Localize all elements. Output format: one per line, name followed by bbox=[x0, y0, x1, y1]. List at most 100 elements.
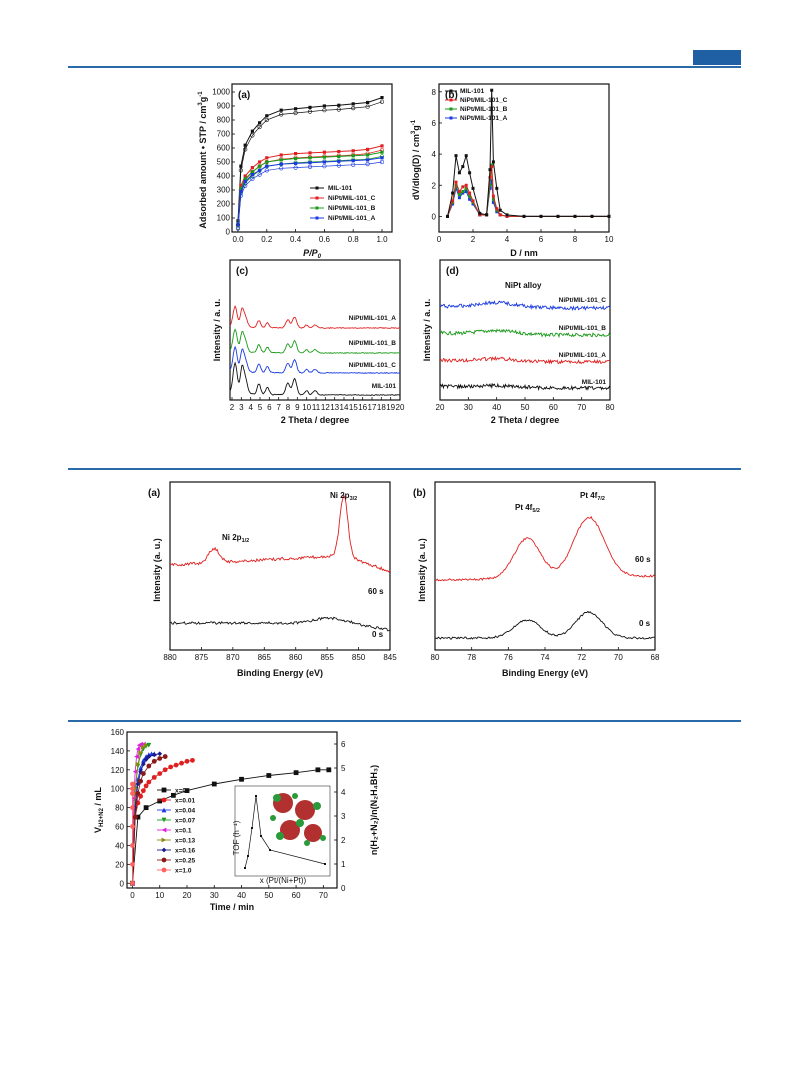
data-point bbox=[243, 180, 247, 184]
inset-y-label: TOF (h⁻¹) bbox=[232, 820, 241, 855]
x-tick-label: 20 bbox=[436, 403, 445, 412]
data-point bbox=[454, 180, 458, 184]
data-point bbox=[337, 159, 341, 163]
data-point-desorption bbox=[336, 107, 341, 112]
peak-label-pt4f72: Pt 4f7/2 bbox=[580, 491, 605, 502]
x-tick-label: 11 bbox=[312, 403, 321, 412]
x-tick-label: 0.0 bbox=[232, 235, 244, 244]
figure-1a: (a) 0 100 200 300 400 500 600 700 800 900 1000 0.0 0… bbox=[198, 83, 393, 260]
xrd-curve bbox=[229, 305, 401, 329]
data-point bbox=[488, 168, 492, 172]
data-point bbox=[250, 129, 254, 133]
data-point bbox=[250, 173, 254, 177]
data-point bbox=[322, 160, 326, 164]
data-point-desorption bbox=[351, 106, 356, 111]
x-tick-label: 50 bbox=[264, 891, 273, 900]
data-point bbox=[461, 185, 465, 189]
data-point bbox=[454, 183, 458, 187]
panel-label: (d) bbox=[446, 266, 459, 277]
data-point-desorption bbox=[279, 112, 284, 117]
x-tick-label: 0.8 bbox=[348, 235, 360, 244]
xrd-curve bbox=[229, 361, 401, 396]
data-point bbox=[573, 214, 577, 218]
data-point-desorption bbox=[365, 161, 370, 167]
data-point bbox=[464, 183, 468, 187]
x-tick-label: 8 bbox=[286, 403, 291, 412]
y2-tick-label: 3 bbox=[341, 812, 346, 821]
data-point bbox=[162, 754, 168, 759]
curve-label: NiPt/MIL-101_A bbox=[559, 352, 607, 359]
figure-2b: (b) 80 78 76 74 72 70 68 Pt 4f5/2 Pt 4f7/2 60 … bbox=[413, 481, 660, 678]
data-point bbox=[279, 158, 283, 162]
data-point bbox=[161, 857, 167, 863]
data-point-desorption bbox=[307, 109, 313, 114]
y-tick-label: 200 bbox=[217, 200, 231, 209]
data-point bbox=[451, 199, 455, 203]
data-point bbox=[239, 164, 243, 168]
data-point bbox=[130, 791, 135, 796]
data-point bbox=[168, 764, 174, 770]
data-point bbox=[454, 154, 458, 158]
panel-label: (c) bbox=[236, 266, 248, 277]
legend-marker bbox=[315, 206, 319, 210]
data-point-desorption bbox=[257, 164, 262, 169]
data-point bbox=[146, 754, 152, 759]
x-tick-label: 40 bbox=[492, 403, 501, 412]
y-tick-label: 4 bbox=[432, 150, 437, 159]
data-point bbox=[157, 798, 163, 804]
x-tick-label: 5 bbox=[258, 403, 263, 412]
data-point bbox=[130, 805, 135, 811]
data-point-desorption bbox=[365, 104, 370, 109]
x-tick-label: 12 bbox=[321, 403, 330, 412]
legend-label: NiPt/MIL-101_A bbox=[328, 215, 376, 222]
x-tick-label: 60 bbox=[549, 403, 558, 412]
data-point bbox=[236, 222, 240, 226]
x-tick-label: 17 bbox=[368, 403, 377, 412]
nipt-alloy-annotation: NiPt alloy bbox=[505, 281, 542, 290]
y2-tick-label: 0 bbox=[341, 884, 346, 893]
inset-tof-plot: x (Pt/(Ni+Pt)) TOF (h⁻¹) bbox=[232, 785, 331, 885]
y-tick-label: 80 bbox=[115, 804, 124, 813]
x-tick-label: 20 bbox=[396, 403, 405, 412]
curve-label: NiPt/MIL-101_B bbox=[349, 340, 397, 347]
data-point bbox=[161, 847, 167, 853]
legend-label: x=0.07 bbox=[175, 818, 195, 825]
x-tick-label: 30 bbox=[210, 891, 219, 900]
data-point-desorption bbox=[322, 108, 327, 113]
figure-1d: (d) NiPt alloy 20 30 40 50 60 70 80 2 Theta / … bbox=[422, 259, 615, 425]
panel-label: (b) bbox=[445, 90, 458, 101]
data-point bbox=[146, 742, 152, 748]
data-point bbox=[265, 160, 269, 164]
data-point bbox=[279, 153, 283, 157]
series-desorption-line bbox=[237, 101, 383, 226]
legend-label: NiPt/MIL-101_B bbox=[460, 106, 508, 113]
data-point bbox=[539, 214, 543, 218]
data-point bbox=[151, 774, 157, 780]
data-point bbox=[130, 861, 135, 867]
data-point bbox=[157, 756, 163, 761]
data-point bbox=[130, 880, 135, 886]
peak-label-ni2p12: Ni 2p1/2 bbox=[222, 533, 249, 544]
data-point bbox=[294, 161, 298, 165]
data-point bbox=[265, 114, 269, 118]
y-tick-label: 100 bbox=[217, 214, 231, 223]
data-point bbox=[157, 751, 163, 757]
data-point bbox=[326, 767, 332, 773]
data-point bbox=[366, 153, 370, 157]
y-tick-label: 100 bbox=[111, 785, 125, 794]
data-point bbox=[451, 191, 455, 195]
data-point bbox=[457, 193, 461, 197]
data-point bbox=[380, 96, 384, 100]
data-point bbox=[464, 154, 468, 158]
data-point bbox=[265, 156, 269, 160]
header-tab bbox=[693, 50, 741, 65]
x-tick-label: 855 bbox=[320, 653, 334, 662]
nanoparticle-illustration bbox=[270, 793, 326, 846]
data-point bbox=[143, 757, 149, 762]
data-point bbox=[239, 187, 243, 191]
data-point-desorption bbox=[238, 168, 243, 173]
y-tick-label: 160 bbox=[111, 728, 125, 737]
x-tick-label: 4 bbox=[248, 403, 253, 412]
data-point bbox=[135, 746, 141, 752]
y-axis-label: dV/dlog(D) / cm3g-1 bbox=[411, 119, 421, 200]
